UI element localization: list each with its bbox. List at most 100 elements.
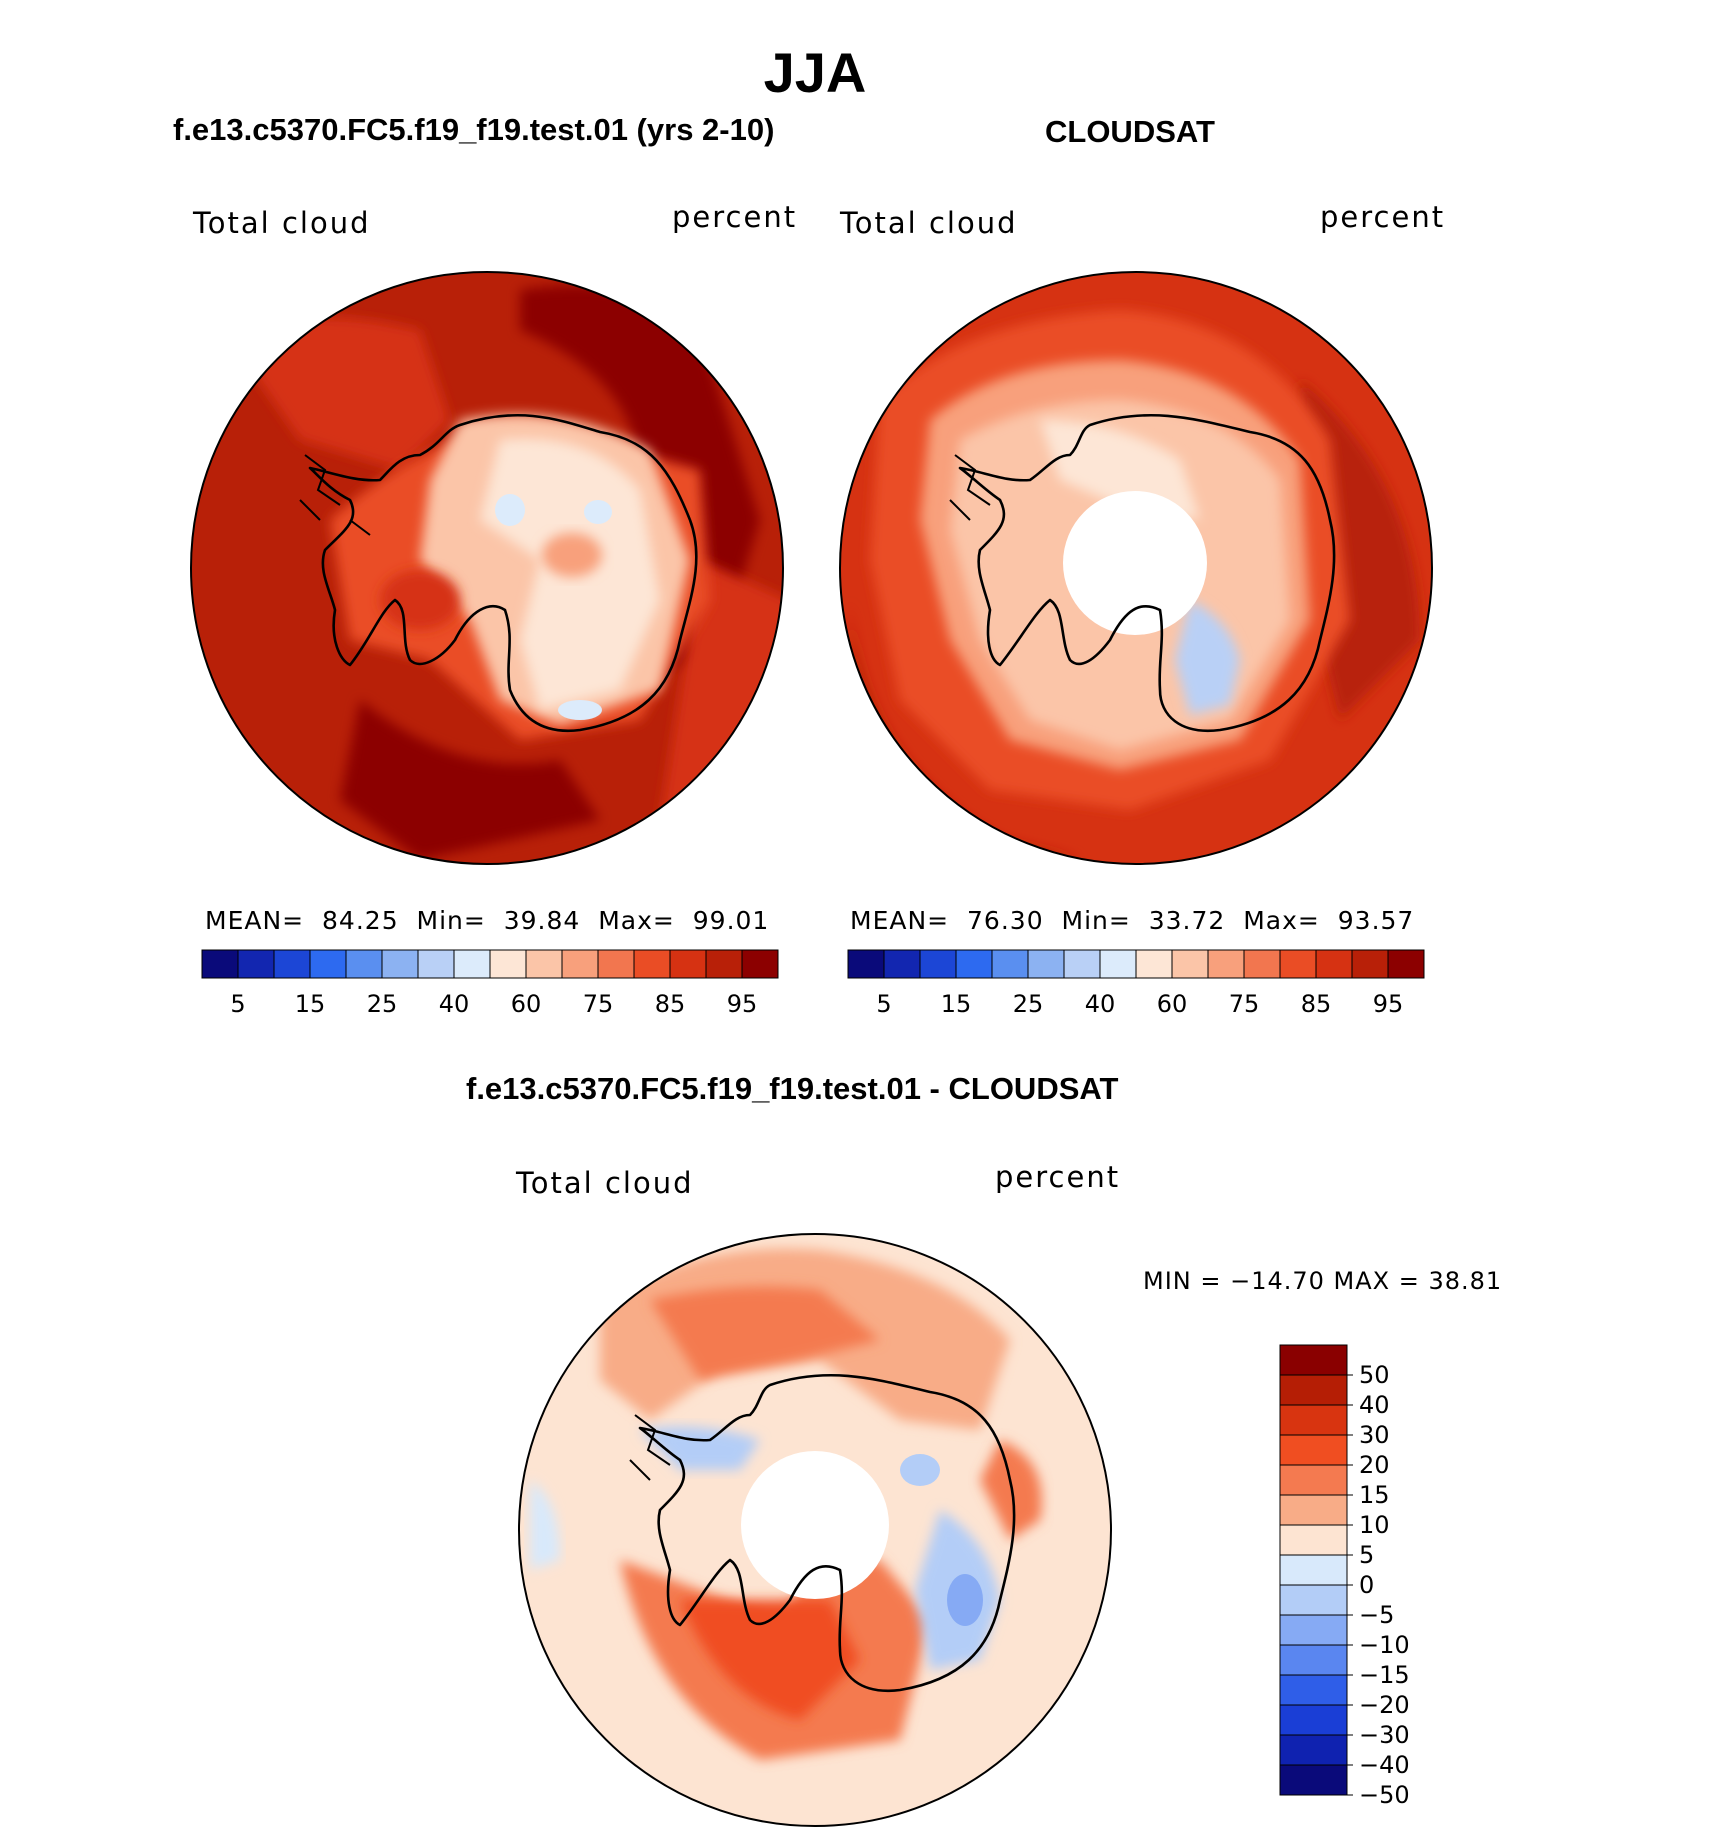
obs-colorbar-swatch xyxy=(1387,949,1425,979)
obs-colorbar-tick-label: 60 xyxy=(1157,990,1188,1018)
page-title: JJA xyxy=(763,41,867,104)
obs-max-label: Max= xyxy=(1243,906,1320,935)
model-colorbar-swatch xyxy=(201,949,239,979)
diff-colorbar-swatch xyxy=(1279,1674,1348,1706)
model-colorbar-tick-label: 5 xyxy=(230,990,245,1018)
obs-max-value: 93.57 xyxy=(1337,906,1415,935)
obs-colorbar-tick-label: 40 xyxy=(1085,990,1116,1018)
model-colorbar-swatch xyxy=(345,949,383,979)
model-colorbar: 5 15 25 40 60 75 85 95 xyxy=(201,949,779,1018)
model-colorbar-tick-label: 15 xyxy=(295,990,326,1018)
model-colorbar-swatch xyxy=(237,949,275,979)
obs-colorbar-tick-label: 15 xyxy=(941,990,972,1018)
model-colorbar-swatch xyxy=(273,949,311,979)
obs-colorbar-swatch xyxy=(1207,949,1245,979)
obs-colorbar-tick-label: 95 xyxy=(1373,990,1404,1018)
model-colorbar-swatch xyxy=(597,949,635,979)
diff-colorbar-tick-label: −30 xyxy=(1359,1721,1410,1749)
model-variable-label: Total cloud xyxy=(193,206,371,240)
model-panel-heading: f.e13.c5370.FC5.f19_f19.test.01 (yrs 2-1… xyxy=(173,112,775,147)
diff-colorbar-tick-label: −10 xyxy=(1359,1631,1410,1659)
diff-minmax: MIN = −14.70 MAX = 38.81 xyxy=(1143,1267,1503,1295)
model-max-label: Max= xyxy=(598,906,675,935)
model-min-label: Min= xyxy=(416,906,486,935)
obs-colorbar-tick-label: 25 xyxy=(1013,990,1044,1018)
obs-colorbar-swatch xyxy=(1243,949,1281,979)
model-polar-map xyxy=(190,271,784,865)
model-colorbar-tick-label: 85 xyxy=(655,990,686,1018)
obs-colorbar-swatch xyxy=(1351,949,1389,979)
model-max-value: 99.01 xyxy=(692,906,770,935)
model-colorbar-swatch xyxy=(453,949,491,979)
model-stats: MEAN= 84.25 Min= 39.84 Max= 99.01 xyxy=(205,906,769,935)
diff-colorbar-tick-label: −15 xyxy=(1359,1661,1410,1689)
obs-stats: MEAN= 76.30 Min= 33.72 Max= 93.57 xyxy=(850,906,1414,935)
diff-colorbar-swatch xyxy=(1279,1404,1348,1436)
diff-variable-label: Total cloud xyxy=(516,1166,694,1200)
diff-colorbar-tick-label: −20 xyxy=(1359,1691,1410,1719)
obs-colorbar-swatch xyxy=(991,949,1029,979)
obs-colorbar-swatch xyxy=(1099,949,1137,979)
model-colorbar-tick-label: 40 xyxy=(439,990,470,1018)
diff-colorbar-swatch xyxy=(1279,1584,1348,1616)
diff-colorbar-tick-label: 50 xyxy=(1359,1361,1390,1389)
diff-colorbar-swatch xyxy=(1279,1494,1348,1526)
model-mean-label: MEAN= xyxy=(205,906,305,935)
diff-colorbar-swatch xyxy=(1279,1434,1348,1466)
diff-polar-map xyxy=(518,1233,1112,1827)
model-colorbar-swatch xyxy=(633,949,671,979)
diff-colorbar-tick-label: 0 xyxy=(1359,1571,1374,1599)
obs-colorbar-swatch xyxy=(1135,949,1173,979)
diff-colorbar-tick-label: −40 xyxy=(1359,1751,1410,1779)
model-colorbar-swatch xyxy=(669,949,707,979)
obs-colorbar-tick-label: 85 xyxy=(1301,990,1332,1018)
model-colorbar-swatch xyxy=(741,949,779,979)
diff-colorbar-swatch xyxy=(1279,1464,1348,1496)
obs-colorbar-tick-label: 5 xyxy=(876,990,891,1018)
diff-colorbar-tick-label: −50 xyxy=(1359,1781,1410,1809)
model-colorbar-tick-label: 95 xyxy=(727,990,758,1018)
obs-mean-value: 76.30 xyxy=(967,906,1044,935)
abs-colorbars: 5 15 25 40 60 75 85 95 5 15 25 40 60 75 85 95 xyxy=(201,949,1425,1018)
obs-colorbar-swatch xyxy=(1171,949,1209,979)
model-colorbar-tick-label: 60 xyxy=(511,990,542,1018)
obs-colorbar-swatch xyxy=(883,949,921,979)
diff-colorbar-swatch xyxy=(1279,1704,1348,1736)
obs-colorbar: 5 15 25 40 60 75 85 95 xyxy=(847,949,1425,1018)
obs-units-label: percent xyxy=(1320,200,1446,234)
model-mean-value: 84.25 xyxy=(322,906,399,935)
model-colorbar-swatch xyxy=(489,949,527,979)
model-colorbar-tick-label: 25 xyxy=(367,990,398,1018)
diff-colorbar-swatch xyxy=(1279,1764,1348,1796)
diff-colorbar-swatch xyxy=(1279,1344,1348,1376)
model-min-value: 39.84 xyxy=(503,906,581,935)
diff-colorbar-swatch xyxy=(1279,1614,1348,1646)
obs-variable-label: Total cloud xyxy=(840,206,1018,240)
obs-min-value: 33.72 xyxy=(1148,906,1226,935)
diff-colorbar-swatch xyxy=(1279,1644,1348,1676)
diff-colorbar-tick-label: 40 xyxy=(1359,1391,1390,1419)
obs-colorbar-swatch xyxy=(1279,949,1317,979)
obs-colorbar-swatch xyxy=(847,949,885,979)
model-colorbar-swatch xyxy=(309,949,347,979)
obs-min-label: Min= xyxy=(1061,906,1131,935)
diff-colorbar-tick-label: 5 xyxy=(1359,1541,1374,1569)
obs-panel-heading: CLOUDSAT xyxy=(1045,114,1215,149)
diff-colorbar-swatch xyxy=(1279,1734,1348,1766)
diff-units-label: percent xyxy=(995,1160,1121,1194)
obs-colorbar-swatch xyxy=(955,949,993,979)
diff-colorbar-swatch xyxy=(1279,1554,1348,1586)
model-colorbar-swatch xyxy=(381,949,419,979)
diff-colorbar-tick-label: 20 xyxy=(1359,1451,1390,1479)
obs-polar-map xyxy=(839,271,1433,865)
diff-colorbar-swatch xyxy=(1279,1524,1348,1556)
model-colorbar-swatch xyxy=(417,949,455,979)
model-colorbar-swatch xyxy=(525,949,563,979)
model-colorbar-tick-label: 75 xyxy=(583,990,614,1018)
obs-colorbar-swatch xyxy=(919,949,957,979)
diff-panel-heading: f.e13.c5370.FC5.f19_f19.test.01 - CLOUDS… xyxy=(466,1071,1119,1106)
obs-colorbar-tick-label: 75 xyxy=(1229,990,1260,1018)
diff-colorbar-swatch xyxy=(1279,1374,1348,1406)
